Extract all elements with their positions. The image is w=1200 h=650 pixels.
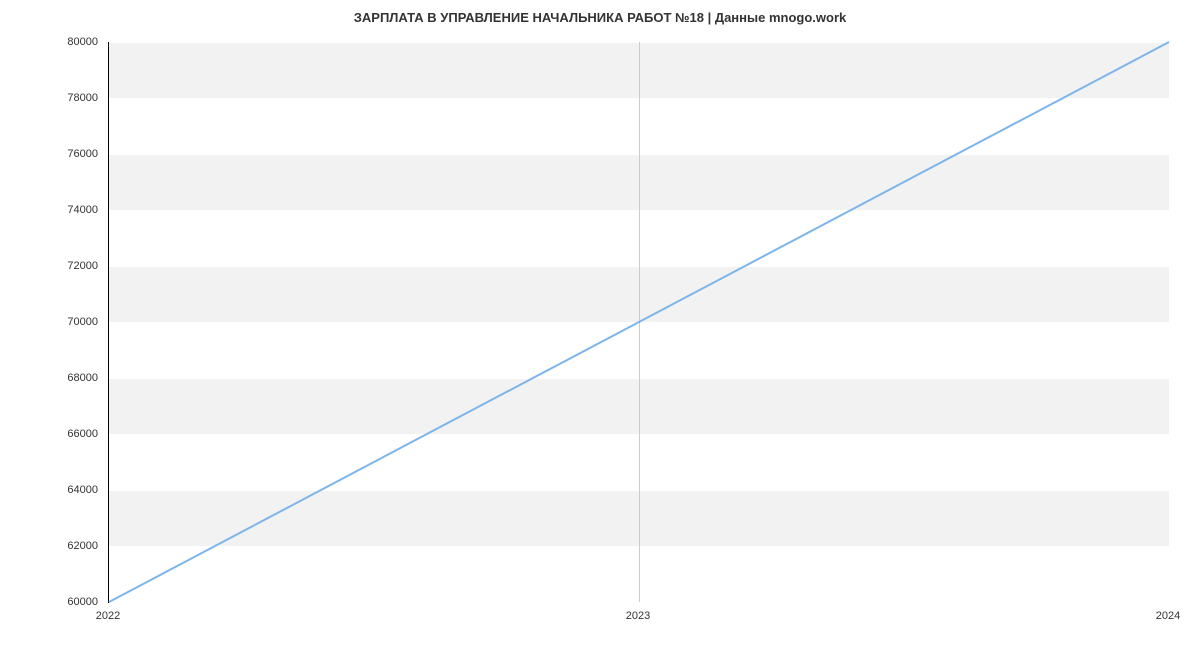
line-layer	[109, 42, 1169, 602]
y-tick-label: 60000	[48, 596, 98, 608]
y-tick-label: 78000	[48, 92, 98, 104]
y-tick-label: 70000	[48, 316, 98, 328]
series-salary	[109, 42, 1169, 602]
salary-line-chart: ЗАРПЛАТА В УПРАВЛЕНИЕ НАЧАЛЬНИКА РАБОТ №…	[0, 0, 1200, 650]
x-tick-label: 2023	[626, 610, 650, 622]
y-tick-label: 76000	[48, 148, 98, 160]
x-tick-label: 2024	[1156, 610, 1180, 622]
chart-title: ЗАРПЛАТА В УПРАВЛЕНИЕ НАЧАЛЬНИКА РАБОТ №…	[0, 10, 1200, 25]
y-tick-label: 80000	[48, 36, 98, 48]
h-gridline	[109, 602, 1169, 603]
y-tick-label: 74000	[48, 204, 98, 216]
plot-area	[108, 42, 1169, 603]
y-tick-label: 68000	[48, 372, 98, 384]
y-tick-label: 72000	[48, 260, 98, 272]
y-tick-label: 64000	[48, 484, 98, 496]
x-tick-label: 2022	[96, 610, 120, 622]
y-tick-label: 62000	[48, 540, 98, 552]
y-tick-label: 66000	[48, 428, 98, 440]
